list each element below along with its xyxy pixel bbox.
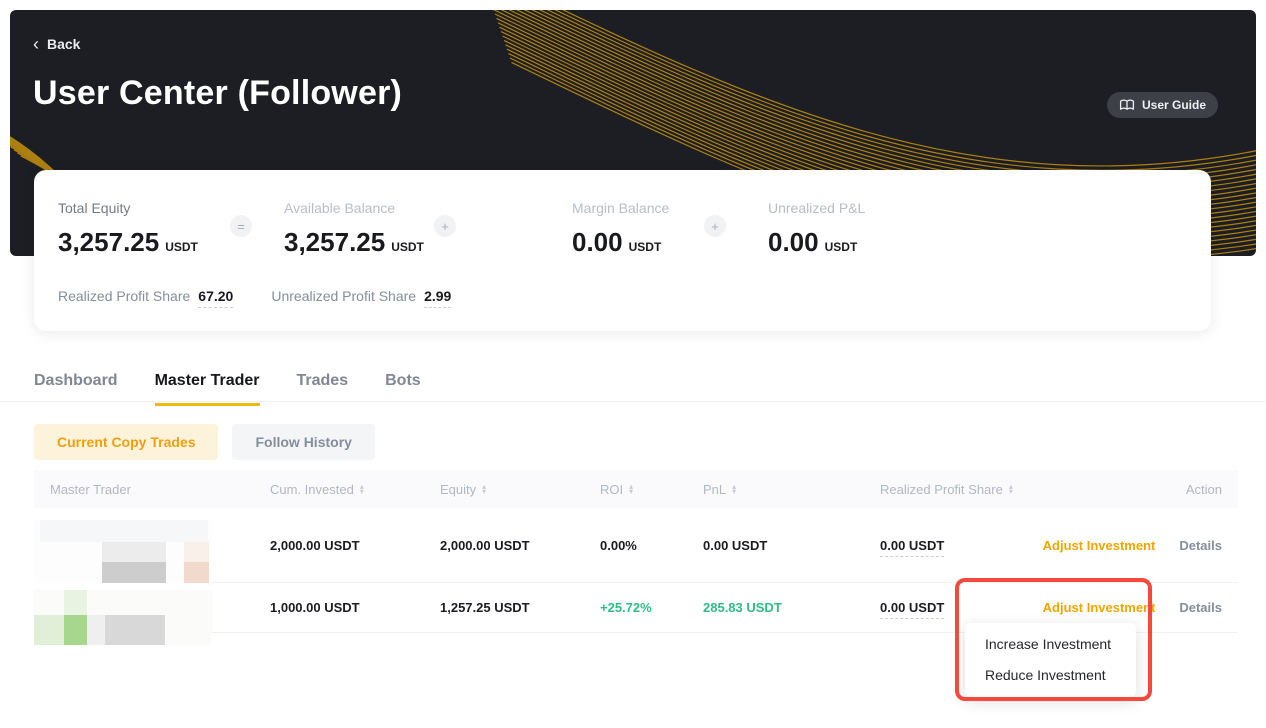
tab-master-trader[interactable]: Master Trader xyxy=(154,372,260,406)
table-header: Master Trader Cum. Invested ▴ ▾ Equity ▴ ▾… xyxy=(34,470,1238,508)
chevron-left-icon: ‹ xyxy=(33,34,39,54)
metric-unit: USDT xyxy=(824,240,858,254)
metric-margin-balance: Margin Balance 0.00 USDT xyxy=(572,200,669,260)
subtab-follow-history[interactable]: Follow History xyxy=(232,424,375,460)
metric-label: Total Equity xyxy=(58,200,131,216)
column-roi: ROI ▴ ▾ xyxy=(600,481,634,497)
balance-summary-card: Total Equity 3,257.25 USDT = Available Ba… xyxy=(34,170,1211,331)
dropdown-item-reduce-investment[interactable]: Reduce Investment xyxy=(985,667,1106,683)
metric-value: 3,257.25 xyxy=(284,227,386,257)
equity-value: 1,257.25 USDT xyxy=(440,600,530,615)
plus-operator: + xyxy=(704,215,726,237)
masked-trader-identity xyxy=(34,520,212,583)
details-link[interactable]: Details xyxy=(1179,537,1222,553)
metric-available-balance: Available Balance 3,257.25 USDT xyxy=(284,200,424,260)
metric-value: 0.00 xyxy=(572,227,623,257)
profit-share-label: Realized Profit Share xyxy=(58,288,191,304)
tab-trades[interactable]: Trades xyxy=(296,372,349,389)
metric-unit: USDT xyxy=(628,240,662,254)
realized-profit-share: Realized Profit Share 67.20 xyxy=(58,288,234,308)
dropdown-item-increase-investment[interactable]: Increase Investment xyxy=(985,636,1112,652)
metric-label: Unrealized P&L xyxy=(768,200,866,216)
table-row: 2,000.00 USDT 2,000.00 USDT 0.00% 0.00 U… xyxy=(34,508,1238,583)
roi-value: 0.00% xyxy=(600,537,637,553)
column-action: Action xyxy=(1185,481,1222,497)
adjust-investment-dropdown: Increase Investment Reduce Investment xyxy=(965,623,1136,697)
metric-unit: USDT xyxy=(165,240,198,254)
metric-value: 3,257.25 xyxy=(58,227,160,257)
adjust-investment-link[interactable]: Adjust Investment xyxy=(1042,537,1156,553)
master-trader-cell[interactable] xyxy=(34,583,270,645)
pnl-value: 285.83 USDT xyxy=(703,600,782,615)
profit-share-label: Unrealized Profit Share xyxy=(271,288,417,304)
sort-arrows-icon[interactable]: ▴ ▾ xyxy=(359,481,364,496)
user-guide-button[interactable]: User Guide xyxy=(1107,92,1219,118)
back-label: Back xyxy=(47,36,81,52)
plus-operator: + xyxy=(434,215,456,237)
masked-trader-identity xyxy=(34,590,212,645)
book-icon xyxy=(1119,99,1135,110)
column-master-trader: Master Trader xyxy=(50,481,131,497)
equals-operator: = xyxy=(230,215,252,237)
main-tabs: Dashboard Master Trader Trades Bots xyxy=(34,372,421,406)
tabs-divider xyxy=(0,401,1266,402)
column-equity: Equity ▴ ▾ xyxy=(440,481,487,497)
page-title: User Center (Follower) xyxy=(33,74,403,112)
metric-label: Margin Balance xyxy=(572,200,670,216)
master-trader-cell[interactable] xyxy=(34,508,270,583)
roi-value: +25.72% xyxy=(600,600,652,615)
metric-unit: USDT xyxy=(391,240,424,254)
pnl-value: 0.00 USDT xyxy=(703,537,768,553)
column-pnl: PnL ▴ ▾ xyxy=(703,481,737,497)
metric-value: 0.00 xyxy=(768,227,819,257)
unrealized-profit-share: Unrealized Profit Share 2.99 xyxy=(271,288,452,308)
details-link[interactable]: Details xyxy=(1179,600,1222,615)
column-cum-invested: Cum. Invested ▴ ▾ xyxy=(270,481,364,497)
tab-bots[interactable]: Bots xyxy=(385,372,421,389)
profit-share-value[interactable]: 2.99 xyxy=(424,288,452,308)
column-realized-profit-share: Realized Profit Share ▴ ▾ xyxy=(880,481,1013,497)
sort-arrows-icon[interactable]: ▴ ▾ xyxy=(1008,481,1013,496)
sort-arrows-icon[interactable]: ▴ ▾ xyxy=(732,481,737,496)
realized-profit-share-value[interactable]: 0.00 USDT xyxy=(880,600,945,619)
subtab-current-copy-trades[interactable]: Current Copy Trades xyxy=(34,424,219,460)
sub-tabs: Current Copy Trades Follow History xyxy=(34,424,375,460)
tab-dashboard[interactable]: Dashboard xyxy=(34,372,118,389)
cum-invested-value: 1,000.00 USDT xyxy=(270,600,360,615)
action-cell: Adjust Investment Details xyxy=(1034,600,1238,615)
realized-profit-share-value[interactable]: 0.00 USDT xyxy=(880,537,945,557)
table-body: 2,000.00 USDT 2,000.00 USDT 0.00% 0.00 U… xyxy=(34,508,1238,645)
profit-share-row: Realized Profit Share 67.20 Unrealized P… xyxy=(58,288,452,308)
sort-arrows-icon[interactable]: ▴ ▾ xyxy=(629,481,634,496)
profit-share-value[interactable]: 67.20 xyxy=(198,288,234,308)
equity-value: 2,000.00 USDT xyxy=(440,537,530,553)
back-button[interactable]: ‹ Back xyxy=(33,34,81,54)
adjust-investment-link[interactable]: Adjust Investment xyxy=(1042,600,1156,615)
metric-label: Available Balance xyxy=(284,200,396,216)
table-row: 1,000.00 USDT 1,257.25 USDT +25.72% 285.… xyxy=(34,583,1238,645)
metric-total-equity: Total Equity 3,257.25 USDT xyxy=(58,200,198,260)
cum-invested-value: 2,000.00 USDT xyxy=(270,537,360,553)
sort-arrows-icon[interactable]: ▴ ▾ xyxy=(482,481,487,496)
user-guide-label: User Guide xyxy=(1142,98,1207,112)
action-cell: Adjust Investment Details xyxy=(1034,538,1238,553)
metric-unrealized-pnl: Unrealized P&L 0.00 USDT xyxy=(768,200,865,260)
